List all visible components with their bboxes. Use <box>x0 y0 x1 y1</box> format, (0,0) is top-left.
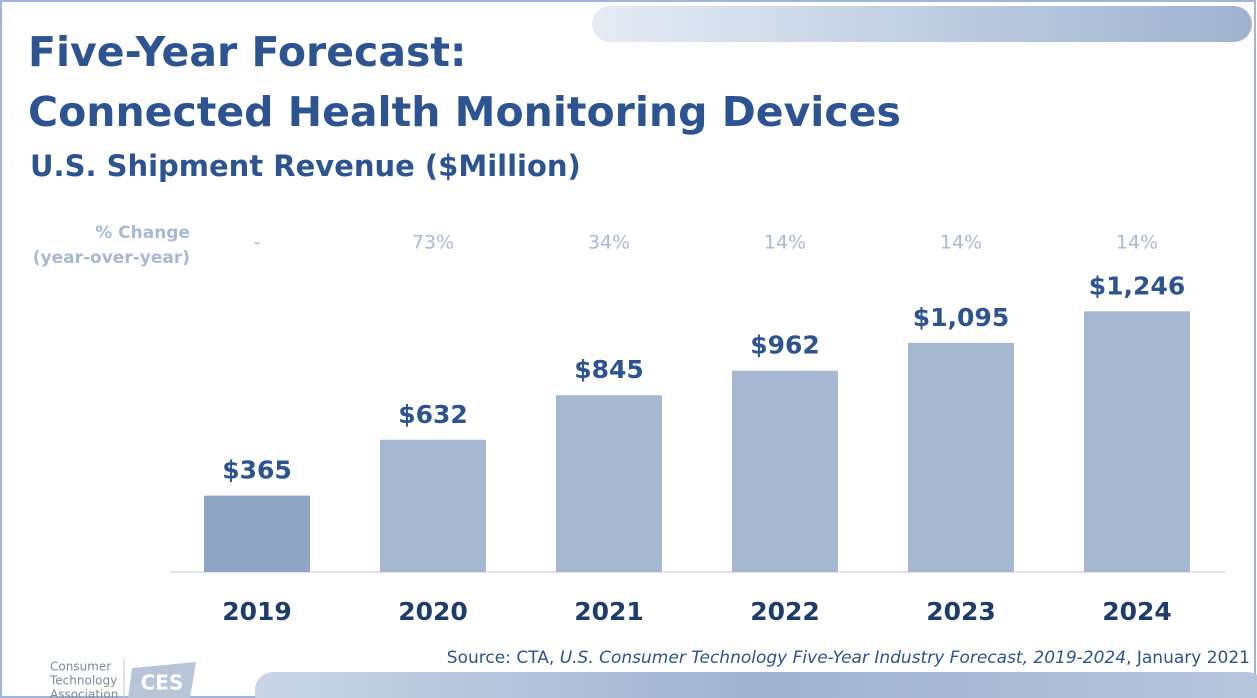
change-label: 14% <box>764 232 806 254</box>
value-label: $632 <box>398 400 468 429</box>
bar <box>908 342 1014 572</box>
x-tick-label: 2021 <box>574 597 644 626</box>
top-banner <box>592 6 1252 42</box>
value-label: $962 <box>750 331 820 360</box>
x-tick-label: 2019 <box>222 597 292 626</box>
title-line: Five-Year Forecast: <box>28 28 466 76</box>
change-label: 14% <box>940 232 982 254</box>
source-part: Source: CTA, <box>447 648 560 668</box>
title-line: Connected Health Monitoring Devices <box>28 88 901 136</box>
logo-brand: CES <box>141 671 184 695</box>
source-part: U.S. Consumer Technology Five-Year Indus… <box>560 648 1126 668</box>
change-label: 14% <box>1116 232 1158 254</box>
change-header: (year-over-year) <box>33 248 190 268</box>
bottom-banner <box>255 672 1257 698</box>
logo-text: Consumer <box>50 660 111 674</box>
source-part: , January 2021 <box>1126 648 1250 668</box>
x-tick-label: 2023 <box>926 597 996 626</box>
bar <box>1084 311 1190 572</box>
source: Source: CTA, U.S. Consumer Technology Fi… <box>447 648 1250 668</box>
logo-text: Association <box>50 688 118 698</box>
value-label: $1,095 <box>913 303 1009 332</box>
bar <box>204 495 310 572</box>
logo-text: Technology <box>49 674 117 688</box>
value-label: $365 <box>222 456 292 485</box>
change-label: - <box>254 232 261 254</box>
bar <box>380 439 486 572</box>
change-label: 73% <box>412 232 454 254</box>
bar <box>556 395 662 572</box>
value-label: $1,246 <box>1089 271 1185 300</box>
x-tick-label: 2024 <box>1102 597 1172 626</box>
x-tick-label: 2020 <box>398 597 468 626</box>
bar <box>732 370 838 572</box>
logo-shape <box>128 662 196 698</box>
value-label: $845 <box>574 355 644 384</box>
change-label: 34% <box>588 232 630 254</box>
change-header: % Change <box>95 223 190 243</box>
subtitle: U.S. Shipment Revenue ($Million) <box>30 149 581 183</box>
x-tick-label: 2022 <box>750 597 820 626</box>
